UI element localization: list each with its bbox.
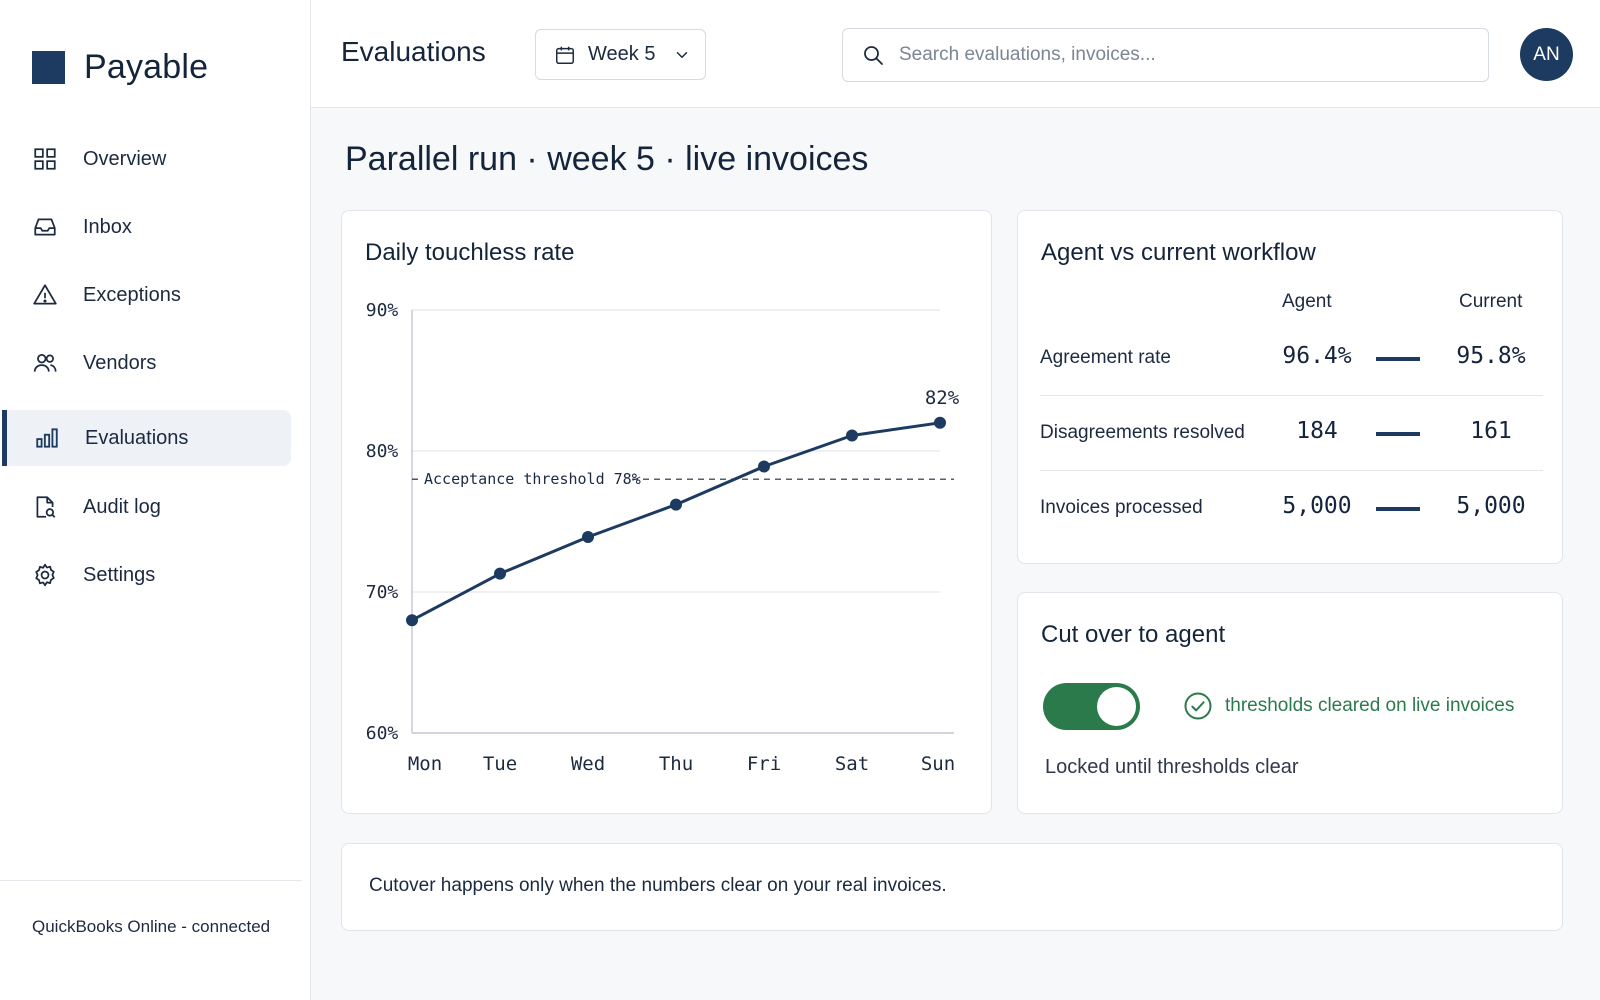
touchless-rate-card: Daily touchless rate 60% 70% 80% 90% Mon Tue W… xyxy=(341,210,992,814)
comparison-dash xyxy=(1376,357,1420,361)
data-point xyxy=(670,498,682,511)
brand[interactable]: Payable xyxy=(32,48,208,87)
search-input[interactable] xyxy=(899,44,1459,66)
avatar[interactable]: AN xyxy=(1520,28,1573,81)
data-point xyxy=(494,567,506,580)
cutover-title: Cut over to agent xyxy=(1041,621,1226,648)
week-select[interactable]: Week 5 xyxy=(535,29,706,80)
threshold-status: thresholds cleared on live invoices xyxy=(1183,691,1514,721)
cutover-toggle[interactable] xyxy=(1043,683,1140,730)
agent-value: 5,000 xyxy=(1282,493,1352,519)
table-row: Invoices processed 5,000 5,000 xyxy=(1040,471,1543,546)
chart-title: Daily touchless rate xyxy=(365,239,575,266)
bar-chart-icon xyxy=(36,428,58,448)
y-tick-label: 80% xyxy=(366,441,399,462)
data-point xyxy=(846,429,858,442)
sidebar-item-label: Exceptions xyxy=(83,283,181,306)
table-row: Agreement rate 96.4% 95.8% xyxy=(1040,321,1543,396)
current-value: 5,000 xyxy=(1456,493,1526,519)
column-header-agent: Agent xyxy=(1282,291,1332,312)
sidebar: Payable Overview Inbox Exceptions Vendor… xyxy=(0,0,311,1000)
threshold-status-text: thresholds cleared on live invoices xyxy=(1225,695,1515,716)
search-box xyxy=(842,28,1489,82)
note-text: Cutover happens only when the numbers cl… xyxy=(369,875,947,896)
app-name: Payable xyxy=(84,48,209,86)
sidebar-divider xyxy=(0,880,302,881)
comparison-title: Agent vs current workflow xyxy=(1041,239,1316,266)
document-search-icon xyxy=(36,496,56,518)
row-label: Agreement rate xyxy=(1040,347,1171,368)
gear-icon xyxy=(35,563,55,587)
sidebar-item-exceptions[interactable]: Exceptions xyxy=(2,267,291,323)
agent-value: 184 xyxy=(1296,418,1338,444)
sidebar-item-inbox[interactable]: Inbox xyxy=(2,199,291,255)
data-point xyxy=(406,614,418,627)
x-tick-label: Mon xyxy=(408,753,442,775)
end-value-label: 82% xyxy=(925,387,960,409)
lock-note: Locked until thresholds clear xyxy=(1045,756,1299,778)
info-note: Cutover happens only when the numbers cl… xyxy=(341,843,1563,931)
sidebar-item-evaluations[interactable]: Evaluations xyxy=(2,410,291,466)
search-icon xyxy=(864,46,883,65)
agent-value: 96.4% xyxy=(1282,343,1352,369)
week-select-value: Week 5 xyxy=(588,43,656,65)
logo-mark xyxy=(32,51,65,84)
x-tick-label: Fri xyxy=(747,753,781,775)
chevron-down-icon xyxy=(677,51,688,58)
sidebar-item-audit-log[interactable]: Audit log xyxy=(2,479,291,535)
sidebar-item-overview[interactable]: Overview xyxy=(2,131,291,187)
sidebar-item-vendors[interactable]: Vendors xyxy=(2,335,291,391)
calendar-icon xyxy=(556,46,574,64)
data-point xyxy=(758,460,770,473)
comparison-dash xyxy=(1376,507,1420,511)
x-tick-label: Sun xyxy=(921,753,955,775)
comparison-dash xyxy=(1376,432,1420,436)
cutover-card: Cut over to agent thresholds cleared on … xyxy=(1017,592,1563,814)
touchless-rate-chart: 60% 70% 80% 90% Mon Tue Wed Thu Fri Sat Sun Accepta… xyxy=(366,300,960,775)
series-line xyxy=(411,421,941,622)
current-value: 95.8% xyxy=(1456,343,1526,369)
grid-icon xyxy=(34,148,56,170)
comparison-card: Agent vs current workflow Agent Current … xyxy=(1017,210,1563,564)
sidebar-item-label: Vendors xyxy=(83,351,157,374)
users-icon xyxy=(33,354,57,372)
sidebar-item-label: Overview xyxy=(83,147,167,170)
page-title: Evaluations xyxy=(341,36,486,67)
sidebar-item-settings[interactable]: Settings xyxy=(2,547,291,603)
data-point xyxy=(582,531,594,544)
table-row: Disagreements resolved 184 161 xyxy=(1040,396,1543,471)
sidebar-item-label: Settings xyxy=(83,563,156,586)
y-tick-label: 90% xyxy=(366,300,399,321)
x-tick-label: Wed xyxy=(571,753,605,775)
sidebar-item-label: Inbox xyxy=(83,215,132,238)
y-tick-label: 70% xyxy=(366,582,399,603)
threshold-label: Acceptance threshold 78% xyxy=(424,470,641,488)
sidebar-item-label: Evaluations xyxy=(85,426,189,449)
sidebar-item-label: Audit log xyxy=(83,495,161,518)
data-point xyxy=(934,416,946,429)
row-label: Disagreements resolved xyxy=(1040,422,1245,443)
x-tick-label: Thu xyxy=(659,753,693,775)
toggle-knob xyxy=(1097,687,1136,726)
x-tick-label: Tue xyxy=(483,753,517,775)
current-value: 161 xyxy=(1470,418,1512,444)
x-tick-label: Sat xyxy=(835,753,869,775)
row-label: Invoices processed xyxy=(1040,497,1203,518)
inbox-icon xyxy=(34,218,56,236)
page-headline: Parallel run · week 5 · live invoices xyxy=(345,140,869,178)
top-bar: Evaluations Week 5 AN xyxy=(311,0,1600,108)
warning-icon xyxy=(33,284,57,305)
y-tick-label: 60% xyxy=(366,723,399,744)
column-header-current: Current xyxy=(1459,291,1523,312)
check-circle-icon xyxy=(1184,692,1212,720)
integration-status: QuickBooks Online - connected xyxy=(32,917,271,936)
